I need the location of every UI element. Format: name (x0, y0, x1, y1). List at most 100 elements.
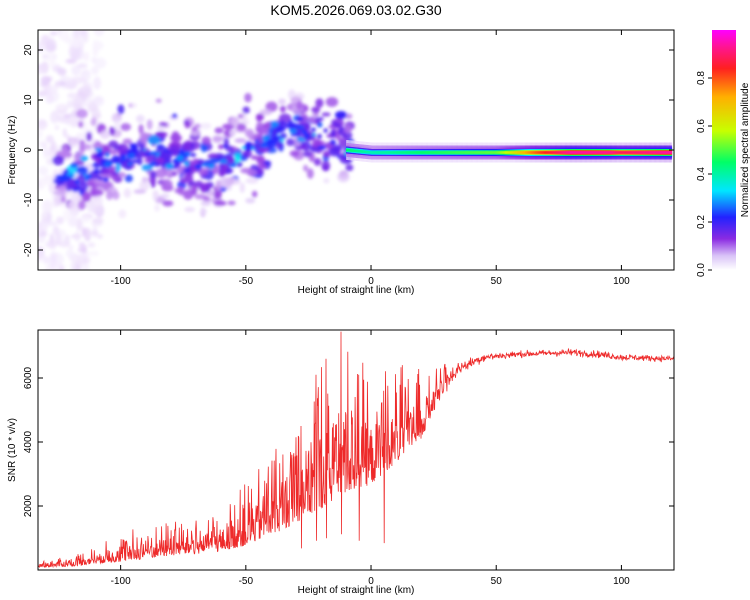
heatmap-cell (296, 125, 305, 129)
heatmap-cell (334, 111, 347, 119)
heatmap-cell (219, 177, 233, 188)
heatmap-cell (99, 158, 106, 164)
heatmap-band-cell (476, 151, 479, 154)
heatmap-cell (218, 144, 224, 150)
heatmap-cell (57, 67, 67, 76)
heatmap-cell (67, 92, 78, 99)
heatmap-cell (289, 150, 300, 157)
heatmap-cell (87, 102, 98, 113)
heatmap-cell (92, 168, 100, 174)
spectrogram-x-axis: -100 -50 0 50 100 (111, 30, 630, 287)
heatmap-cell (74, 137, 80, 145)
heatmap-band-cell (397, 151, 400, 154)
heatmap-band-cell (394, 151, 397, 154)
heatmap-band-cell (496, 151, 499, 154)
heatmap-band-cell (345, 148, 348, 152)
heatmap-cell (138, 124, 144, 135)
heatmap-band-cell (413, 151, 416, 154)
heatmap-cell (77, 63, 88, 69)
heatmap-cell (90, 66, 99, 75)
heatmap-band-cell (655, 151, 658, 154)
heatmap-band-cell (657, 151, 660, 154)
heatmap-band-cell (456, 151, 459, 154)
x-tick-label: 100 (613, 276, 630, 287)
heatmap-band-cell (492, 151, 495, 154)
heatmap-cell (197, 159, 205, 165)
heatmap-cell (318, 145, 327, 150)
heatmap-cell (207, 153, 218, 160)
heatmap-cell (244, 92, 252, 103)
heatmap-cell (74, 30, 79, 38)
heatmap-cell (117, 143, 129, 155)
heatmap-band-cell (632, 151, 635, 154)
heatmap-cell (160, 179, 173, 190)
heatmap-cell (47, 85, 58, 94)
heatmap-band-cell (557, 151, 560, 154)
heatmap-cell (139, 180, 150, 191)
heatmap-band-cell (532, 151, 535, 154)
x-tick-label: -100 (111, 276, 131, 287)
heatmap-cell (201, 136, 211, 145)
heatmap-band-cell (560, 151, 562, 154)
heatmap-cell (38, 224, 44, 236)
heatmap-band-cell (670, 151, 673, 154)
heatmap-band-cell (623, 151, 626, 154)
heatmap-cell (213, 200, 227, 206)
y-tick-label: -10 (23, 192, 34, 207)
y-tick-label: 10 (23, 94, 34, 106)
heatmap-cell (67, 200, 78, 210)
heatmap-band-cell (512, 151, 515, 154)
heatmap-band-cell (398, 151, 401, 154)
heatmap-band-cell (489, 151, 492, 154)
heatmap-band-cell (647, 151, 650, 154)
heatmap-band-cell (651, 151, 654, 154)
heatmap-cell (285, 122, 294, 128)
heatmap-cell (174, 188, 183, 194)
heatmap-cell (194, 163, 202, 170)
heatmap-band-cell (348, 149, 351, 152)
heatmap-band-cell (376, 151, 378, 154)
x-tick-label: 100 (613, 576, 630, 587)
heatmap-cell (123, 188, 132, 198)
heatmap-cell (295, 116, 304, 122)
heatmap-band-cell (363, 150, 366, 153)
heatmap-cell (42, 199, 53, 214)
heatmap-band-cell (586, 151, 589, 154)
heatmap-cell (200, 200, 212, 207)
heatmap-cell (154, 204, 160, 212)
heatmap-cell (66, 76, 72, 81)
heatmap-cell (94, 163, 99, 168)
heatmap-cell (133, 153, 142, 159)
heatmap-cell (278, 113, 292, 123)
heatmap-band-cell (578, 151, 581, 154)
heatmap-cell (45, 150, 57, 157)
heatmap-cell (182, 168, 191, 173)
heatmap-band-cell (424, 151, 427, 154)
heatmap-cell (146, 119, 153, 130)
heatmap-cell (120, 123, 132, 131)
heatmap-cell (133, 189, 147, 194)
heatmap-band-cell (581, 151, 584, 154)
heatmap-band-cell (587, 151, 590, 154)
heatmap-band-cell (446, 151, 448, 154)
heatmap-band-cell (352, 149, 355, 152)
heatmap-band-cell (459, 151, 462, 154)
heatmap-cell (162, 200, 174, 207)
heatmap-band-cell (416, 151, 418, 154)
heatmap-band-cell (447, 151, 450, 154)
heatmap-cell (65, 134, 71, 140)
heatmap-cell (154, 131, 168, 138)
heatmap-band-cell (493, 151, 496, 154)
heatmap-band-cell (377, 151, 380, 154)
heatmap-cell (141, 164, 153, 172)
snr-x-axis: -100 -50 0 50 100 (111, 330, 630, 587)
heatmap-band-cell (437, 151, 440, 154)
heatmap-band-cell (468, 151, 471, 154)
heatmap-band-cell (658, 151, 661, 154)
y-tick-label: 0 (23, 147, 34, 153)
heatmap-band-cell (356, 149, 358, 153)
heatmap-band-cell (537, 151, 540, 154)
heatmap-cell (279, 105, 286, 113)
heatmap-cell (152, 195, 159, 201)
heatmap-cell (257, 147, 270, 153)
